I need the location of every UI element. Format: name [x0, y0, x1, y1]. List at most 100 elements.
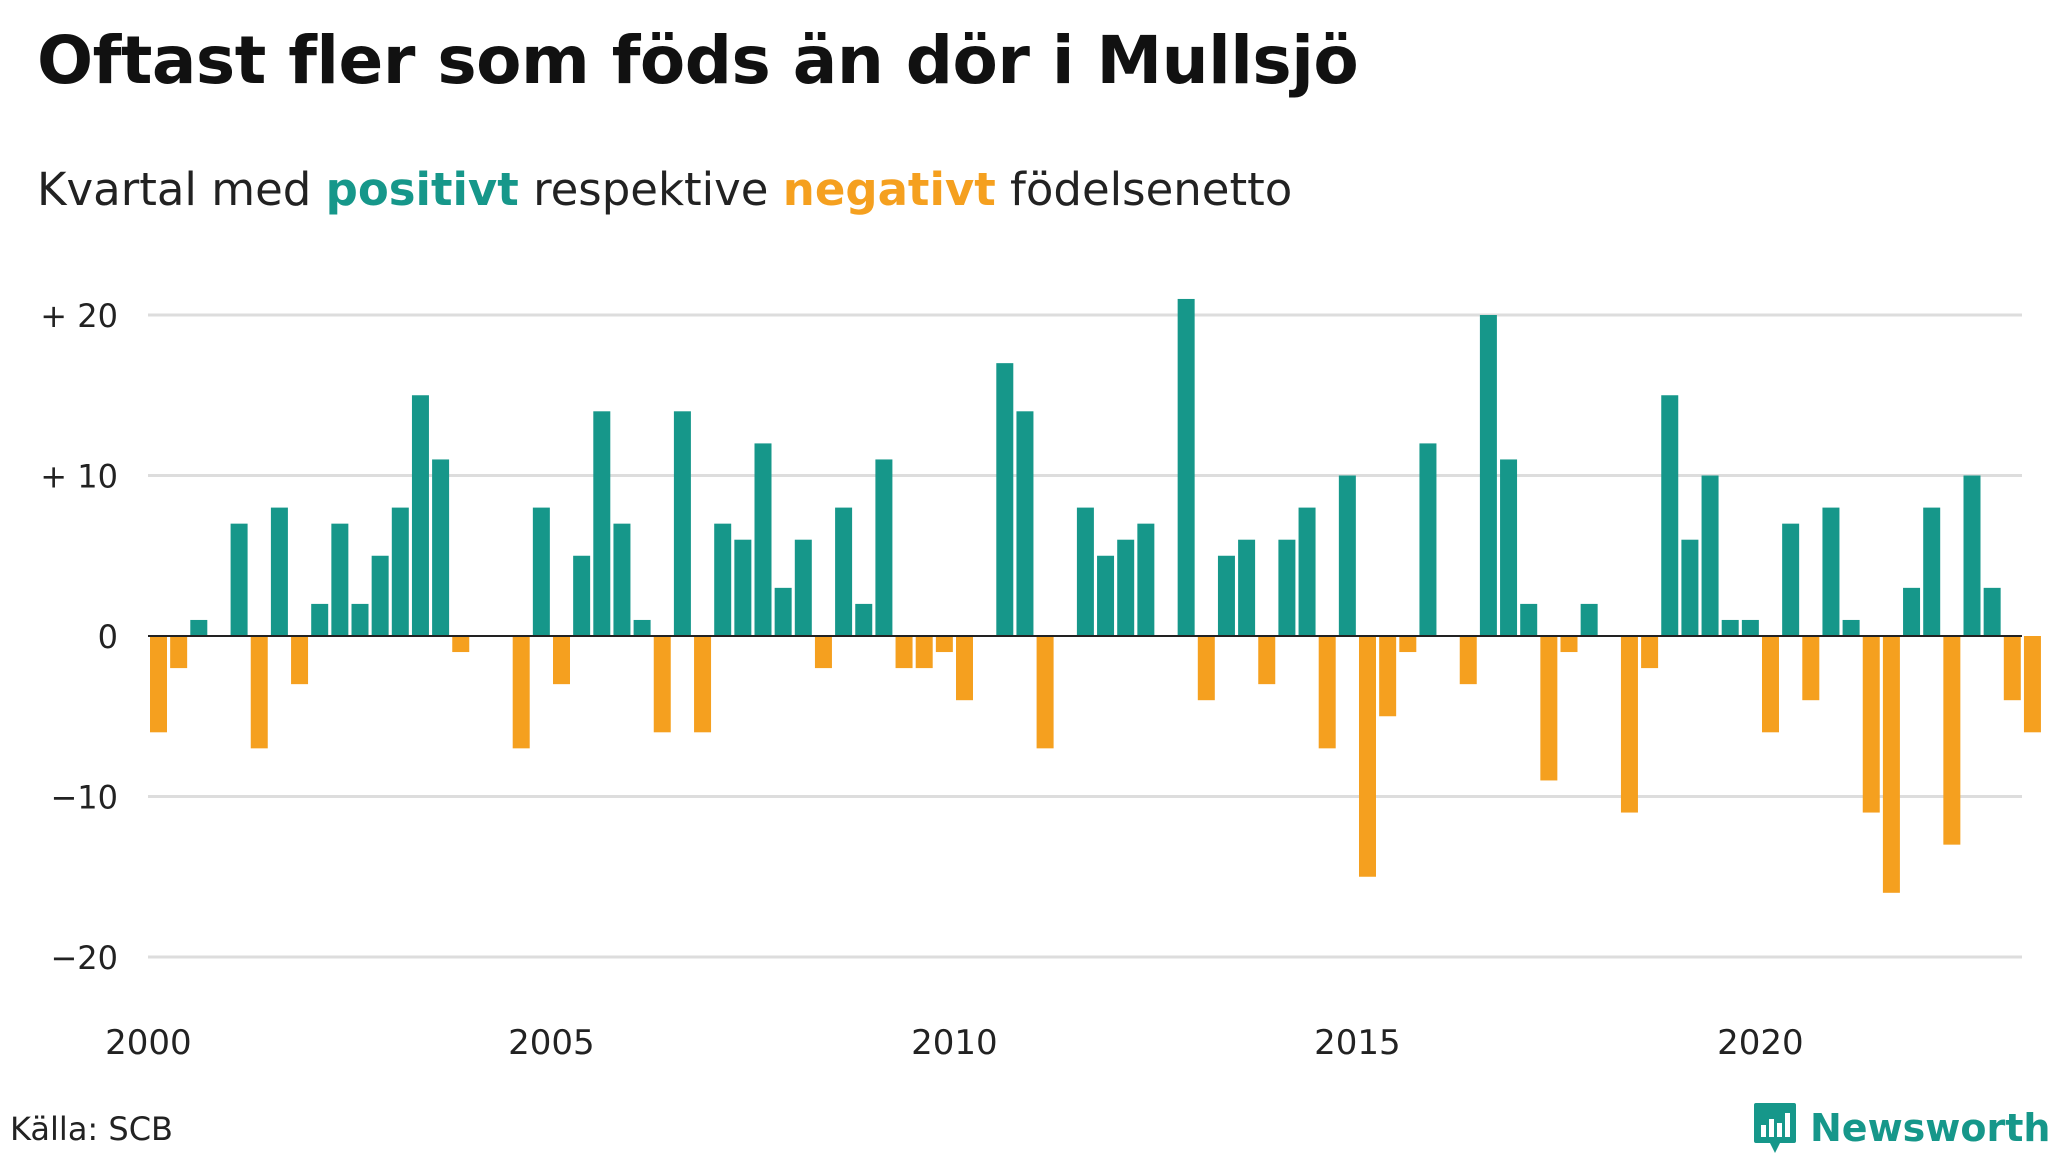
bar — [1802, 636, 1820, 701]
bar — [1238, 539, 1256, 636]
bar — [956, 636, 973, 701]
y-tick-label: −10 — [50, 779, 118, 817]
bar — [1681, 539, 1699, 636]
newsworthy-logo-icon — [1754, 1103, 1796, 1153]
bar — [835, 507, 853, 636]
bar — [1762, 636, 1779, 733]
bar — [1520, 603, 1538, 636]
bar — [2023, 636, 2041, 733]
bar — [1419, 443, 1437, 636]
gridlines — [148, 313, 2022, 959]
bar — [1338, 475, 1356, 636]
bar — [1459, 636, 1477, 685]
bar — [814, 636, 832, 669]
x-tick-label: 2020 — [1717, 1023, 1804, 1063]
bar — [855, 603, 873, 636]
bar — [1882, 636, 1900, 893]
bar — [452, 636, 470, 653]
bar — [714, 523, 732, 636]
bar — [1278, 539, 1296, 636]
bar — [1862, 636, 1880, 813]
brand-name: Newsworthy — [1810, 1106, 2048, 1150]
bar — [1661, 395, 1679, 636]
bar — [1177, 298, 1195, 636]
y-tick-label: 0 — [98, 618, 118, 656]
bar — [1560, 636, 1578, 653]
bar — [754, 443, 772, 636]
bar — [573, 555, 591, 636]
bar — [331, 523, 349, 636]
x-tick-label: 2000 — [105, 1023, 192, 1063]
bar — [2003, 636, 2021, 701]
bar — [1943, 636, 1961, 845]
bar — [633, 619, 651, 636]
bar — [1036, 636, 1054, 749]
x-tick-label: 2015 — [1314, 1023, 1401, 1063]
x-tick-label: 2005 — [508, 1023, 595, 1063]
bar — [1540, 636, 1558, 781]
bar — [875, 459, 893, 636]
x-axis-ticks: 2000 2005 2010 2015 2020 — [105, 1023, 1804, 1063]
bar — [150, 636, 167, 733]
bar — [1701, 475, 1719, 636]
bar — [1016, 411, 1034, 636]
bar — [694, 636, 712, 733]
y-tick-label: + 20 — [40, 297, 118, 335]
bar — [250, 636, 268, 749]
bar — [351, 603, 369, 636]
bar — [270, 507, 288, 636]
bar — [1620, 636, 1638, 813]
bar — [935, 636, 953, 653]
bar — [1197, 636, 1215, 701]
bar — [1782, 523, 1800, 636]
bar — [391, 507, 409, 636]
bar — [1479, 315, 1497, 636]
bar — [1258, 636, 1276, 685]
bar — [1641, 636, 1659, 669]
bar — [1217, 555, 1235, 636]
bar — [774, 587, 792, 636]
bar — [1822, 507, 1840, 636]
bar — [673, 411, 691, 636]
bar — [996, 363, 1014, 636]
bar — [734, 539, 752, 636]
subtitle-positive-word: positivt — [325, 163, 519, 216]
source-note: Källa: SCB — [10, 1110, 173, 1148]
bar — [1903, 587, 1921, 636]
subtitle-negative-word: negativt — [782, 163, 996, 216]
chart-subtitle: Kvartal med positivt respektive negativt… — [37, 163, 1292, 216]
bar — [1842, 619, 1860, 636]
bar — [553, 636, 570, 685]
bar — [291, 636, 309, 685]
bar — [1298, 507, 1316, 636]
y-tick-label: −20 — [50, 939, 118, 977]
bar — [1923, 507, 1941, 636]
bar — [311, 603, 329, 636]
bars — [150, 298, 2041, 893]
brand-logo: Newsworthy — [1752, 1098, 2048, 1158]
bar — [1983, 587, 2001, 636]
bar — [1963, 475, 1981, 636]
bar — [1097, 555, 1115, 636]
bar — [170, 636, 188, 669]
bar — [653, 636, 671, 733]
bar — [1741, 619, 1759, 636]
x-tick-label: 2010 — [911, 1023, 998, 1063]
bar — [613, 523, 631, 636]
bar — [1076, 507, 1094, 636]
bar — [1359, 636, 1376, 877]
subtitle-prefix: Kvartal med — [37, 163, 326, 216]
bar — [230, 523, 248, 636]
bar — [593, 411, 611, 636]
bar — [1580, 603, 1598, 636]
bar — [794, 539, 812, 636]
bar — [411, 395, 429, 636]
y-axis-ticks: + 20 + 10 0 −10 −20 — [40, 297, 118, 977]
bar — [190, 619, 208, 636]
bar — [512, 636, 530, 749]
bar — [1500, 459, 1518, 636]
bar — [371, 555, 389, 636]
bar — [1399, 636, 1417, 653]
subtitle-suffix: födelsenetto — [995, 163, 1293, 216]
bar — [1137, 523, 1155, 636]
